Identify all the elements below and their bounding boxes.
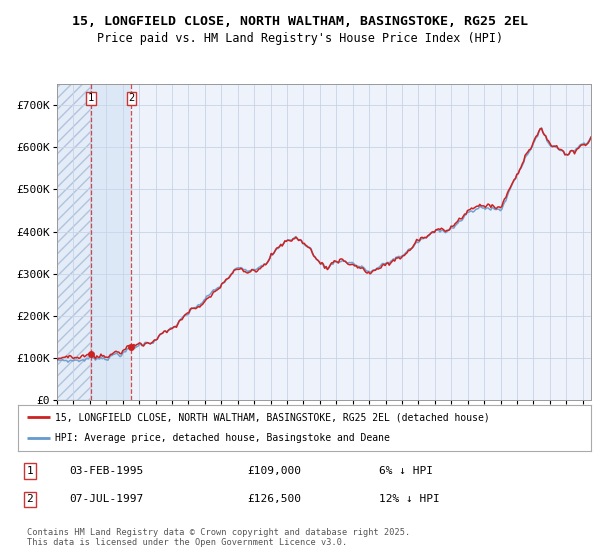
- Text: £109,000: £109,000: [247, 466, 301, 476]
- Text: 03-FEB-1995: 03-FEB-1995: [70, 466, 144, 476]
- Text: 15, LONGFIELD CLOSE, NORTH WALTHAM, BASINGSTOKE, RG25 2EL (detached house): 15, LONGFIELD CLOSE, NORTH WALTHAM, BASI…: [55, 412, 490, 422]
- Text: 15, LONGFIELD CLOSE, NORTH WALTHAM, BASINGSTOKE, RG25 2EL: 15, LONGFIELD CLOSE, NORTH WALTHAM, BASI…: [72, 15, 528, 28]
- Text: 1: 1: [26, 466, 34, 476]
- Text: Price paid vs. HM Land Registry's House Price Index (HPI): Price paid vs. HM Land Registry's House …: [97, 32, 503, 45]
- Text: 12% ↓ HPI: 12% ↓ HPI: [379, 494, 440, 505]
- Text: 6% ↓ HPI: 6% ↓ HPI: [379, 466, 433, 476]
- Text: HPI: Average price, detached house, Basingstoke and Deane: HPI: Average price, detached house, Basi…: [55, 433, 390, 444]
- Text: £126,500: £126,500: [247, 494, 301, 505]
- Text: 2: 2: [26, 494, 34, 505]
- Bar: [57, 84, 91, 400]
- Text: 07-JUL-1997: 07-JUL-1997: [70, 494, 144, 505]
- Text: 2: 2: [128, 94, 134, 104]
- Text: Contains HM Land Registry data © Crown copyright and database right 2025.
This d: Contains HM Land Registry data © Crown c…: [26, 528, 410, 547]
- Bar: [91, 84, 131, 400]
- Text: 1: 1: [88, 94, 94, 104]
- Bar: [57, 84, 91, 400]
